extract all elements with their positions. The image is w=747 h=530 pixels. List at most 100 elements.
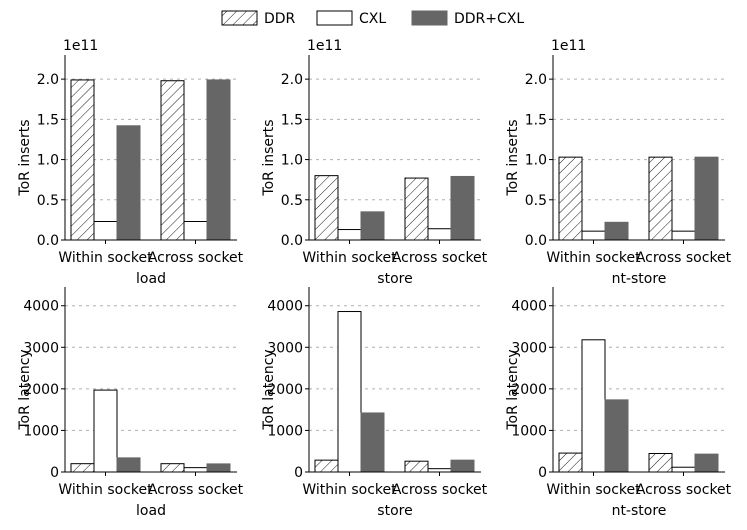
bar-cxl-within bbox=[93, 389, 118, 473]
bar-ddr-across bbox=[160, 463, 185, 473]
y-tick-label: 3000 bbox=[23, 340, 59, 356]
bar-ddr-across bbox=[404, 460, 429, 473]
y-tick-label: 0.5 bbox=[37, 193, 59, 209]
bar-cxl-across bbox=[427, 228, 452, 241]
bar-cxl-across bbox=[671, 230, 696, 241]
x-tick-label: Across socket bbox=[392, 482, 488, 498]
x-axis-label: store bbox=[377, 503, 412, 519]
bar-ddr-within bbox=[70, 79, 95, 241]
bar-ddr-cxl-within bbox=[360, 211, 385, 241]
x-tick-label: Across socket bbox=[636, 250, 732, 266]
bar-ddr-cxl-across bbox=[450, 175, 475, 241]
y-axis-label: ToR inserts bbox=[17, 119, 33, 196]
bar-cxl-across bbox=[183, 467, 208, 473]
bar-ddr-cxl-within bbox=[360, 412, 385, 473]
bar-cxl-within bbox=[337, 229, 362, 241]
y-offset-label: 1e11 bbox=[551, 38, 586, 54]
y-tick-label: 1.0 bbox=[281, 153, 303, 169]
bar-cxl-across bbox=[183, 221, 208, 241]
y-tick-label: 0.5 bbox=[281, 193, 303, 209]
y-tick-label: 1.5 bbox=[281, 112, 303, 128]
bar-cxl-within bbox=[93, 221, 118, 241]
bar-cxl-within bbox=[581, 230, 606, 241]
y-tick-label: 1.5 bbox=[37, 112, 59, 128]
bar-ddr-within bbox=[314, 459, 339, 473]
y-axis-label: ToR latency bbox=[261, 349, 277, 430]
y-axis-label: ToR latency bbox=[505, 349, 521, 430]
bar-ddr-cxl-within bbox=[116, 125, 141, 241]
bar-ddr-cxl-across bbox=[206, 79, 231, 241]
legend-label: DDR bbox=[264, 11, 296, 27]
bar-cxl-within bbox=[581, 339, 606, 473]
x-tick-label: Within socket bbox=[302, 482, 397, 498]
legend-swatch-0 bbox=[221, 10, 258, 26]
y-tick-label: 3000 bbox=[267, 340, 303, 356]
y-tick-label: 2000 bbox=[23, 382, 59, 398]
bar-ddr-across bbox=[160, 80, 185, 241]
bar-ddr-cxl-within bbox=[604, 399, 629, 473]
bar-ddr-cxl-across bbox=[450, 459, 475, 473]
y-axis-label: ToR latency bbox=[17, 349, 33, 430]
y-tick-label: 0.0 bbox=[37, 233, 59, 249]
bar-ddr-cxl-within bbox=[604, 221, 629, 241]
y-tick-label: 0 bbox=[538, 465, 547, 481]
x-tick-label: Across socket bbox=[148, 482, 244, 498]
bar-ddr-across bbox=[648, 156, 673, 241]
x-tick-label: Across socket bbox=[636, 482, 732, 498]
y-tick-label: 2.0 bbox=[37, 72, 59, 88]
y-tick-label: 1000 bbox=[23, 423, 59, 439]
y-tick-label: 4000 bbox=[267, 299, 303, 315]
legend-label: CXL bbox=[359, 11, 386, 27]
y-offset-label: 1e11 bbox=[307, 38, 342, 54]
x-axis-label: store bbox=[377, 271, 412, 287]
bar-ddr-cxl-within bbox=[116, 457, 141, 473]
y-tick-label: 0.0 bbox=[281, 233, 303, 249]
y-tick-label: 1000 bbox=[511, 423, 547, 439]
y-offset-label: 1e11 bbox=[63, 38, 98, 54]
x-tick-label: Within socket bbox=[546, 250, 641, 266]
x-tick-label: Across socket bbox=[148, 250, 244, 266]
bar-ddr-cxl-across bbox=[694, 156, 719, 241]
x-tick-label: Within socket bbox=[58, 482, 153, 498]
y-tick-label: 2.0 bbox=[525, 72, 547, 88]
y-tick-label: 0 bbox=[294, 465, 303, 481]
x-axis-label: nt-store bbox=[612, 271, 667, 287]
bar-cxl-across bbox=[671, 466, 696, 473]
x-tick-label: Across socket bbox=[392, 250, 488, 266]
legend: DDR CXL DDR+CXL bbox=[221, 10, 524, 27]
y-tick-label: 1.0 bbox=[37, 153, 59, 169]
y-tick-label: 1.5 bbox=[525, 112, 547, 128]
bar-ddr-cxl-across bbox=[206, 463, 231, 473]
bar-ddr-cxl-across bbox=[694, 453, 719, 473]
y-axis-label: ToR inserts bbox=[261, 119, 277, 196]
bar-ddr-across bbox=[404, 177, 429, 241]
y-tick-label: 2000 bbox=[267, 382, 303, 398]
bar-ddr-within bbox=[70, 463, 95, 473]
x-tick-label: Within socket bbox=[58, 250, 153, 266]
x-axis-label: nt-store bbox=[612, 503, 667, 519]
legend-label: DDR+CXL bbox=[454, 11, 524, 27]
bar-cxl-within bbox=[337, 311, 362, 473]
x-tick-label: Within socket bbox=[546, 482, 641, 498]
y-tick-label: 0.5 bbox=[525, 193, 547, 209]
bar-ddr-within bbox=[558, 156, 583, 241]
legend-swatch-2 bbox=[411, 10, 448, 26]
y-axis-label: ToR inserts bbox=[505, 119, 521, 196]
x-tick-label: Within socket bbox=[302, 250, 397, 266]
y-tick-label: 0 bbox=[50, 465, 59, 481]
x-axis-label: load bbox=[136, 503, 166, 519]
legend-swatch-1 bbox=[316, 10, 353, 26]
y-tick-label: 4000 bbox=[23, 299, 59, 315]
x-axis-label: load bbox=[136, 271, 166, 287]
y-tick-label: 0.0 bbox=[525, 233, 547, 249]
y-tick-label: 1.0 bbox=[525, 153, 547, 169]
bar-ddr-within bbox=[314, 175, 339, 241]
y-tick-label: 4000 bbox=[511, 299, 547, 315]
y-tick-label: 3000 bbox=[511, 340, 547, 356]
